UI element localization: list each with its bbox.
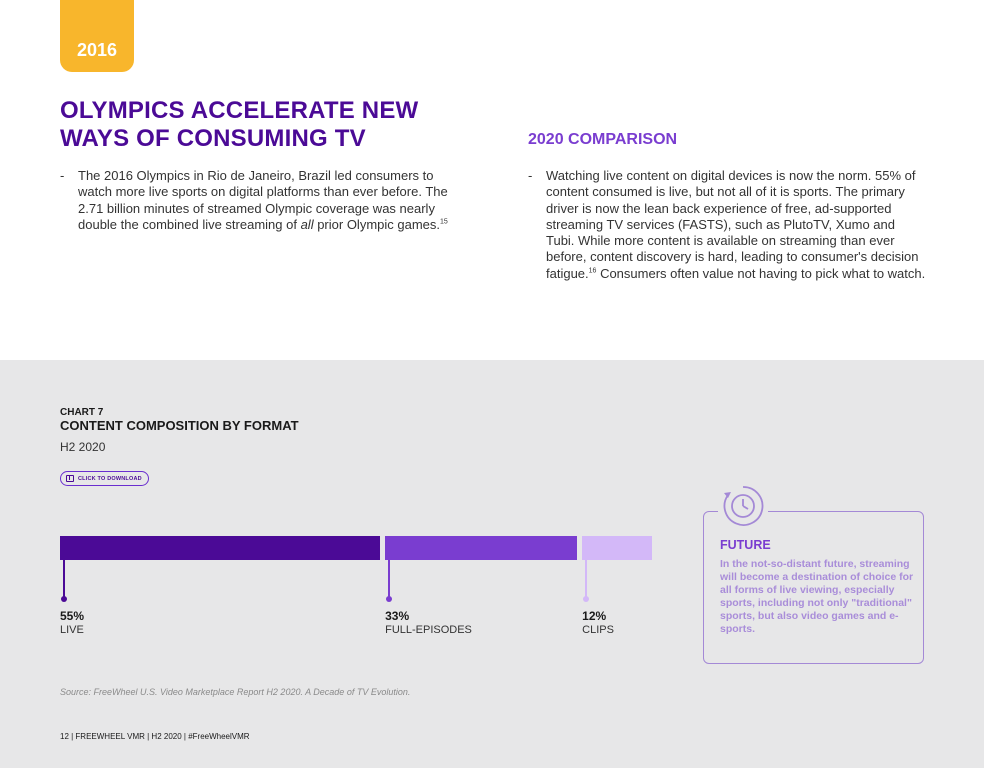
bullet-dash: - — [60, 168, 64, 184]
leader-dot-clips — [583, 596, 589, 602]
leader-line-live — [63, 560, 65, 598]
download-icon — [66, 475, 74, 482]
category-label-full-episodes: FULL-EPISODES — [385, 624, 472, 636]
comparison-bullet-text: Watching live content on digital devices… — [546, 168, 926, 282]
chart-subtitle: H2 2020 — [60, 440, 105, 454]
value-label-full-episodes: 33% — [385, 609, 409, 623]
download-button[interactable]: CLICK TO DOWNLOAD — [60, 471, 149, 486]
leader-dot-live — [61, 596, 67, 602]
bar-segment-clips — [582, 536, 652, 560]
page-headline: OLYMPICS ACCELERATE NEW WAYS OF CONSUMIN… — [60, 97, 480, 153]
bar-segment-full-episodes — [385, 536, 577, 560]
future-title: FUTURE — [720, 538, 771, 552]
category-label-clips: CLIPS — [582, 624, 614, 636]
leader-line-full-episodes — [388, 560, 390, 598]
category-label-live: LIVE — [60, 624, 84, 636]
leader-dot-full-episodes — [386, 596, 392, 602]
clock-icon — [718, 483, 768, 529]
value-label-clips: 12% — [582, 609, 606, 623]
comparison-bullet: - Watching live content on digital devic… — [528, 168, 928, 282]
source-note: Source: FreeWheel U.S. Video Marketplace… — [60, 687, 410, 697]
leader-line-clips — [585, 560, 587, 598]
download-button-label: CLICK TO DOWNLOAD — [78, 476, 142, 482]
olympics-bullet: - The 2016 Olympics in Rio de Janeiro, B… — [60, 168, 470, 233]
emphasis-text: all — [301, 217, 314, 232]
value-label-live: 55% — [60, 609, 84, 623]
chart-title: CONTENT COMPOSITION BY FORMAT — [60, 418, 299, 433]
page-footer: 12 | FREEWHEEL VMR | H2 2020 | #FreeWhee… — [60, 732, 250, 741]
year-tab: 2016 — [60, 0, 134, 72]
future-text: In the not-so-distant future, streaming … — [720, 558, 918, 635]
comparison-title: 2020 COMPARISON — [528, 131, 677, 149]
olympics-bullet-text: The 2016 Olympics in Rio de Janeiro, Bra… — [78, 168, 468, 233]
footnote-ref: 15 — [440, 219, 448, 226]
bar-segment-live — [60, 536, 380, 560]
bullet-dash: - — [528, 168, 532, 184]
chart-number: CHART 7 — [60, 407, 103, 418]
